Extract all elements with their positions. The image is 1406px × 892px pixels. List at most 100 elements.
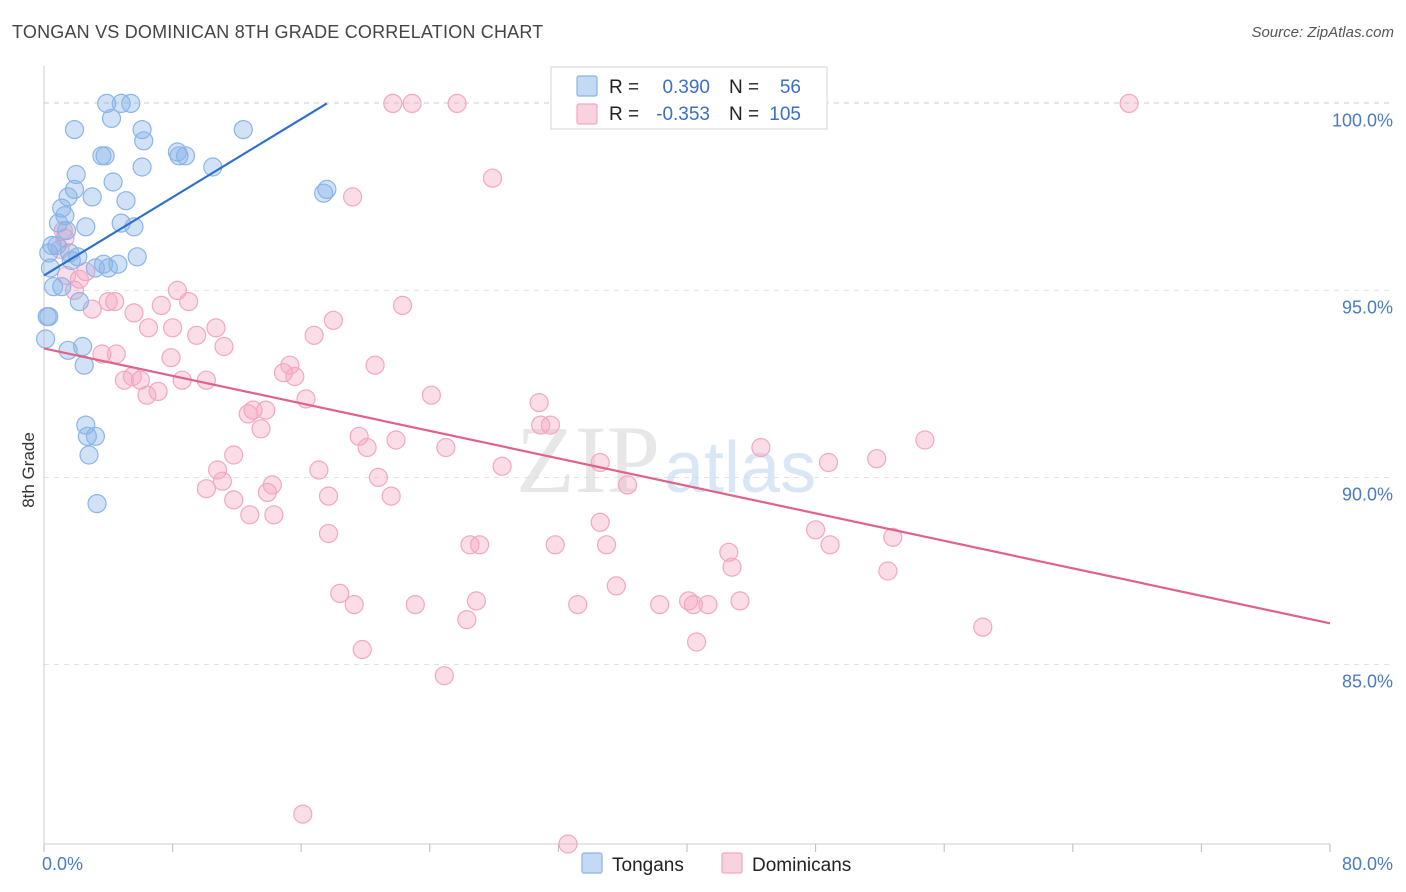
point-tongans-31 (39, 243, 59, 263)
point-dominicans-96 (344, 594, 364, 615)
point-tongans-53 (37, 307, 57, 327)
point-dominicans-18 (392, 295, 413, 315)
chart-title: TONGAN VS DOMINICAN 8TH GRADE CORRELATIO… (12, 22, 544, 42)
point-dominicans-70 (224, 490, 244, 510)
point-tongans-44 (72, 336, 93, 357)
point-dominicans-20 (151, 295, 171, 315)
stats-r-value-dominicans: -0.353 (656, 104, 710, 125)
point-tongans-6 (233, 120, 253, 140)
point-tongans-40 (52, 277, 72, 297)
point-tongans-49 (85, 426, 106, 446)
point-dominicans-84 (820, 535, 840, 555)
point-dominicans-43 (137, 385, 157, 405)
point-dominicans-33 (365, 355, 385, 375)
point-tongans-35 (127, 247, 147, 267)
point-dominicans-102 (352, 639, 372, 660)
point-tongans-7 (134, 131, 154, 151)
point-dominicans-4 (1119, 93, 1139, 114)
point-dominicans-77 (805, 520, 826, 540)
series-legend: Tongans Dominicans (581, 852, 851, 876)
point-dominicans-25 (138, 318, 159, 338)
point-dominicans-48 (256, 400, 276, 420)
point-dominicans-0 (383, 93, 403, 114)
point-dominicans-16 (105, 292, 125, 312)
point-tongans-4 (64, 120, 85, 140)
stats-swatch-dominicans (576, 103, 598, 125)
y-tick-label-2: 95.0% (1342, 297, 1393, 317)
point-tongans-1 (111, 93, 131, 114)
point-dominicans-67 (492, 456, 512, 476)
legend-label-tongans: Tongans (612, 855, 684, 876)
y-tick-label-0: 85.0% (1342, 671, 1393, 691)
point-dominicans-31 (161, 348, 181, 368)
point-dominicans-68 (617, 475, 638, 495)
point-dominicans-28 (92, 344, 112, 364)
watermark-zip: ZIP (516, 406, 660, 513)
point-dominicans-56 (357, 437, 377, 458)
y-axis-label: 8th Grade (19, 432, 38, 508)
point-dominicans-15 (98, 292, 118, 312)
point-dominicans-1 (402, 93, 422, 114)
axes (43, 66, 1331, 852)
point-tongans-41 (69, 292, 90, 312)
stats-swatch-tongans (576, 75, 598, 97)
point-tongans-55 (47, 235, 67, 256)
point-dominicans-60 (818, 452, 839, 473)
point-dominicans-88 (606, 576, 626, 596)
point-dominicans-69 (196, 479, 216, 499)
point-dominicans-10 (76, 262, 96, 282)
legend-label-dominicans: Dominicans (752, 855, 851, 876)
point-dominicans-62 (208, 460, 228, 480)
point-dominicans-52 (251, 419, 271, 439)
point-dominicans-98 (650, 594, 670, 615)
point-tongans-12 (175, 146, 196, 166)
point-dominicans-72 (318, 486, 339, 506)
legend-swatch-tongans (581, 852, 603, 874)
point-dominicans-64 (212, 471, 232, 491)
point-dominicans-30 (214, 336, 234, 357)
point-dominicans-32 (280, 355, 300, 375)
point-tongans-26 (76, 217, 96, 237)
point-dominicans-103 (434, 666, 454, 686)
point-dominicans-2 (447, 93, 467, 114)
point-tongans-38 (40, 258, 61, 278)
point-tongans-21 (82, 187, 102, 207)
point-dominicans-83 (470, 535, 490, 555)
trend-line-tongans (43, 102, 328, 277)
point-dominicans-42 (148, 381, 168, 401)
point-dominicans-22 (323, 310, 343, 330)
point-tongans-48 (77, 426, 98, 446)
x-tick-labels: 0.0% 80.0% (42, 854, 1393, 874)
point-dominicans-50 (540, 415, 561, 435)
point-dominicans-71 (257, 482, 277, 502)
trend-line-dominicans (43, 347, 1331, 625)
point-dominicans-82 (883, 527, 903, 547)
point-tongans-17 (64, 179, 85, 199)
point-tongans-2 (121, 93, 141, 114)
point-dominicans-105 (558, 834, 578, 854)
point-tongans-24 (55, 206, 75, 226)
point-dominicans-41 (421, 385, 441, 405)
y-tick-labels: 85.0% 90.0% 95.0% 100.0% (1332, 110, 1393, 691)
point-dominicans-90 (466, 591, 486, 611)
point-dominicans-81 (596, 535, 617, 555)
point-dominicans-24 (206, 318, 226, 338)
point-dominicans-21 (124, 303, 144, 323)
stats-r-value-tongans: 0.390 (662, 77, 710, 98)
point-tongans-29 (56, 221, 77, 241)
point-dominicans-97 (405, 594, 425, 615)
point-tongans-54 (85, 258, 106, 278)
point-dominicans-104 (293, 804, 313, 824)
point-dominicans-51 (915, 430, 935, 450)
point-dominicans-58 (224, 445, 244, 465)
point-tongans-16 (103, 172, 123, 192)
y-tick-label-3: 100.0% (1332, 110, 1393, 130)
grid-lines (44, 101, 1392, 665)
point-dominicans-66 (368, 467, 388, 487)
point-dominicans-99 (457, 609, 477, 630)
point-dominicans-85 (719, 542, 739, 562)
point-dominicans-6 (343, 187, 363, 207)
point-dominicans-39 (273, 363, 294, 383)
point-dominicans-54 (386, 430, 406, 450)
